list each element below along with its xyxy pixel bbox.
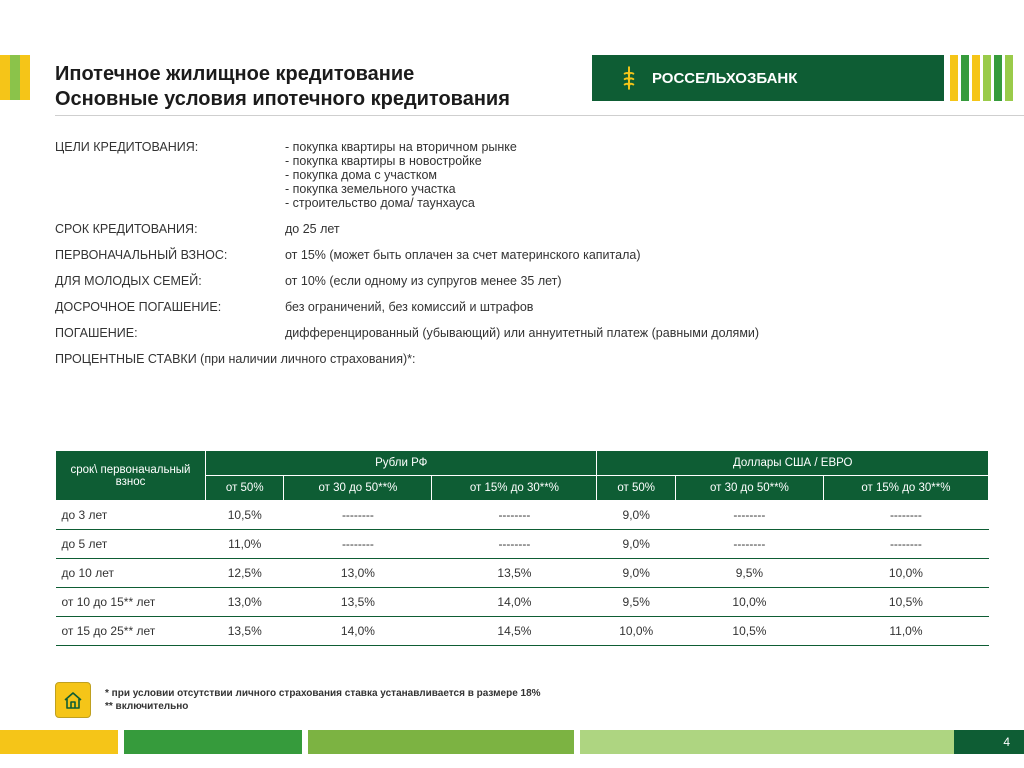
purpose-item: строительство дома/ таунхауса [285,196,989,210]
rate-cell: -------- [823,530,988,559]
rates-header: ПРОЦЕНТНЫЕ СТАВКИ (при наличии личного с… [55,352,416,366]
rate-cell: 9,5% [675,559,823,588]
subcolumn-header: от 15% до 30**% [823,476,988,501]
term-label: СРОК КРЕДИТОВАНИЯ: [55,222,285,236]
rate-cell: 12,5% [206,559,284,588]
footnote-1: * при условии отсутствии личного страхов… [105,687,541,700]
term-cell: от 10 до 15** лет [56,588,206,617]
accent-stripes-left [0,55,32,100]
purpose-item: покупка квартиры на вторичном рынке [285,140,989,154]
rate-cell: -------- [675,530,823,559]
bank-logo-band: РОССЕЛЬХОЗБАНК [592,55,1024,101]
rates-table-region: срок\ первоначальный взнос Рубли РФ Долл… [55,450,989,646]
table-row: от 15 до 25** лет13,5%14,0%14,5%10,0%10,… [56,617,989,646]
repay-value: дифференцированный (убывающий) или аннуи… [285,326,989,340]
rate-cell: -------- [675,501,823,530]
term-cell: от 15 до 25** лет [56,617,206,646]
rate-cell: 11,0% [206,530,284,559]
rate-cell: 10,0% [823,559,988,588]
term-cell: до 3 лет [56,501,206,530]
young-value: от 10% (если одному из супругов менее 35… [285,274,989,288]
house-icon [55,682,91,718]
downpay-label: ПЕРВОНАЧАЛЬНЫЙ ВЗНОС: [55,248,285,262]
rate-cell: 9,0% [597,501,675,530]
early-value: без ограничений, без комиссий и штрафов [285,300,989,314]
repay-label: ПОГАШЕНИЕ: [55,326,285,340]
rate-cell: 9,0% [597,530,675,559]
purpose-label: ЦЕЛИ КРЕДИТОВАНИЯ: [55,140,285,210]
rate-cell: 13,5% [284,588,432,617]
rate-cell: -------- [432,501,597,530]
bank-name: РОССЕЛЬХОЗБАНК [652,70,797,87]
table-row: до 5 лет11,0%----------------9,0%-------… [56,530,989,559]
footer-bar [0,730,1024,754]
purpose-list: покупка квартиры на вторичном рынкепокуп… [285,140,989,210]
rate-cell: 14,0% [284,617,432,646]
bank-logo: РОССЕЛЬХОЗБАНК [592,55,944,101]
rate-cell: 10,0% [597,617,675,646]
rate-cell: -------- [284,501,432,530]
col-group-usd: Доллары США / ЕВРО [597,451,989,476]
rate-cell: 13,0% [206,588,284,617]
footnote-2: ** включительно [105,700,541,713]
rate-cell: 10,5% [206,501,284,530]
page-title: Ипотечное жилищное кредитование Основные… [55,62,510,112]
rate-cell: -------- [284,530,432,559]
table-row: до 3 лет10,5%----------------9,0%-------… [56,501,989,530]
page-number: 4 [954,730,1024,754]
subcolumn-header: от 50% [206,476,284,501]
term-cell: до 5 лет [56,530,206,559]
young-label: ДЛЯ МОЛОДЫХ СЕМЕЙ: [55,274,285,288]
rate-cell: 9,5% [597,588,675,617]
rate-cell: -------- [432,530,597,559]
early-label: ДОСРОЧНОЕ ПОГАШЕНИЕ: [55,300,285,314]
downpay-value: от 15% (может быть оплачен за счет матер… [285,248,989,262]
purpose-item: покупка квартиры в новостройке [285,154,989,168]
rate-cell: 10,5% [675,617,823,646]
rate-cell: 13,0% [284,559,432,588]
table-corner: срок\ первоначальный взнос [56,451,206,501]
subcolumn-header: от 15% до 30**% [432,476,597,501]
rate-cell: 9,0% [597,559,675,588]
table-row: от 10 до 15** лет13,0%13,5%14,0%9,5%10,0… [56,588,989,617]
title-line-1: Ипотечное жилищное кредитование [55,62,510,87]
rate-cell: 10,0% [675,588,823,617]
rate-cell: -------- [823,501,988,530]
purpose-row: ЦЕЛИ КРЕДИТОВАНИЯ: покупка квартиры на в… [55,140,989,210]
header: Ипотечное жилищное кредитование Основные… [0,0,1024,130]
wheat-icon [616,65,642,91]
rate-cell: 10,5% [823,588,988,617]
rates-table: срок\ первоначальный взнос Рубли РФ Долл… [55,450,989,646]
subcolumn-header: от 30 до 50**% [284,476,432,501]
title-line-2: Основные условия ипотечного кредитования [55,87,510,112]
purpose-item: покупка дома с участком [285,168,989,182]
rate-cell: 14,0% [432,588,597,617]
purpose-item: покупка земельного участка [285,182,989,196]
term-cell: до 10 лет [56,559,206,588]
rate-cell: 13,5% [206,617,284,646]
rate-cell: 14,5% [432,617,597,646]
logo-stripes [944,55,1024,101]
header-underline [55,115,1024,116]
col-group-rub: Рубли РФ [206,451,597,476]
table-row: до 10 лет12,5%13,0%13,5%9,0%9,5%10,0% [56,559,989,588]
content-body: ЦЕЛИ КРЕДИТОВАНИЯ: покупка квартиры на в… [55,140,989,378]
subcolumn-header: от 50% [597,476,675,501]
term-value: до 25 лет [285,222,989,236]
rate-cell: 13,5% [432,559,597,588]
subcolumn-header: от 30 до 50**% [675,476,823,501]
rate-cell: 11,0% [823,617,988,646]
footnotes: * при условии отсутствии личного страхов… [55,682,989,718]
